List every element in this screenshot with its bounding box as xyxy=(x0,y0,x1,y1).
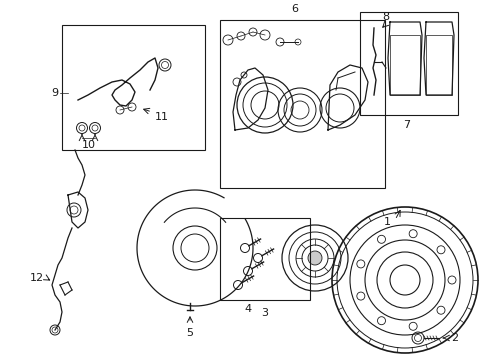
Bar xyxy=(360,12,458,115)
Text: 3: 3 xyxy=(262,308,269,318)
Text: 9: 9 xyxy=(51,88,58,98)
Text: 4: 4 xyxy=(245,304,251,314)
Text: 5: 5 xyxy=(187,328,194,338)
Bar xyxy=(220,20,385,188)
Text: 10: 10 xyxy=(82,140,96,150)
Bar xyxy=(390,35,420,95)
Text: 7: 7 xyxy=(403,120,411,130)
Circle shape xyxy=(308,251,322,265)
Bar xyxy=(426,35,452,95)
Text: 1: 1 xyxy=(384,217,391,227)
Text: 6: 6 xyxy=(292,4,298,14)
Text: 11: 11 xyxy=(155,112,169,122)
Text: 12: 12 xyxy=(30,273,44,283)
Text: 2: 2 xyxy=(451,333,458,343)
Text: 8: 8 xyxy=(382,12,390,22)
Bar xyxy=(220,218,310,300)
Bar xyxy=(62,25,205,150)
